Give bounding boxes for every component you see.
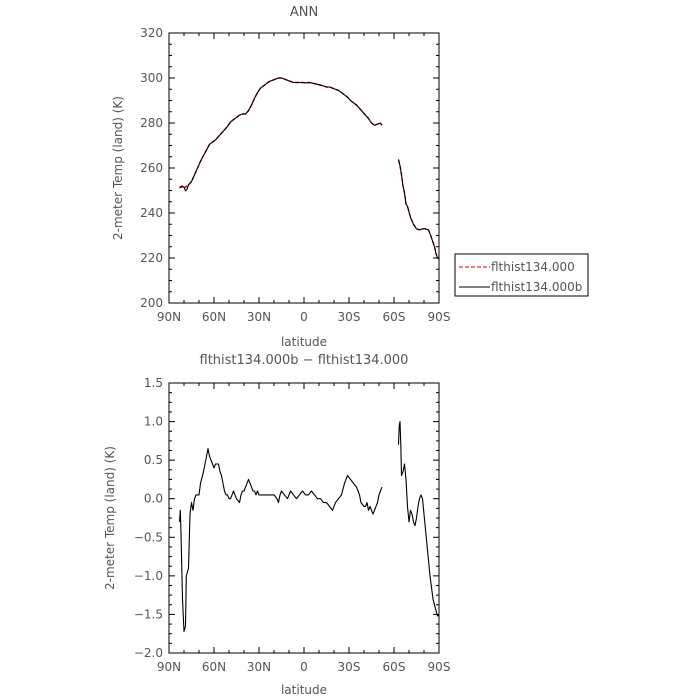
- lower-ytick-label: 0.0: [144, 492, 163, 506]
- upper-ytick-label: 240: [140, 206, 163, 220]
- upper-ytick-label: 260: [140, 161, 163, 175]
- upper-xtick-label: 30S: [338, 310, 361, 324]
- upper-series-1-line-segment-1: [179, 77, 383, 189]
- upper-xtick-label: 30N: [247, 310, 271, 324]
- lower-xtick-label: 90S: [428, 660, 451, 674]
- lower-ytick-label: 1.5: [144, 376, 163, 390]
- lower-xtick-label: 90N: [157, 660, 181, 674]
- upper-series-2-line-segment-2: [397, 159, 440, 260]
- lower-chart-series-group: [178, 421, 440, 632]
- lower-xtick-label: 0: [300, 660, 308, 674]
- lower-series-1-line-segment-1: [178, 448, 383, 632]
- upper-xtick-label: 0: [300, 310, 308, 324]
- lower-chart-frame: [168, 382, 440, 654]
- upper-ytick-label: 200: [140, 296, 163, 310]
- upper-chart-title: ANN: [290, 5, 318, 20]
- lower-chart-title: flthist134.000b − flthist134.000: [200, 353, 409, 368]
- lower-ytick-label: −0.5: [134, 530, 163, 544]
- upper-chart: ANN latitude 2-meter Temp (land) (K) 90N…: [111, 5, 589, 349]
- upper-chart-frame: [168, 32, 440, 304]
- lower-xtick-label: 60S: [383, 660, 406, 674]
- upper-xtick-label: 90S: [428, 310, 451, 324]
- upper-ytick-label: 300: [140, 71, 163, 85]
- legend-label-series-2: flthist134.000b: [491, 280, 582, 294]
- lower-series-1-line-segment-2: [397, 421, 440, 617]
- upper-ytick-label: 220: [140, 251, 163, 265]
- upper-chart-xlabel: latitude: [281, 335, 327, 349]
- lower-ytick-label: −2.0: [134, 646, 163, 660]
- upper-ytick-label: 320: [140, 26, 163, 40]
- upper-ytick-label: 280: [140, 116, 163, 130]
- lower-ytick-label: −1.5: [134, 607, 163, 621]
- upper-xtick-label: 90N: [157, 310, 181, 324]
- upper-chart-ylabel: 2-meter Temp (land) (K): [111, 96, 125, 240]
- lower-xtick-label: 30N: [247, 660, 271, 674]
- upper-chart-legend: flthist134.000 flthist134.000b: [454, 253, 589, 297]
- lower-chart-ylabel: 2-meter Temp (land) (K): [103, 446, 117, 590]
- upper-series-2-line-segment-1: [179, 77, 383, 192]
- lower-xtick-label: 60N: [202, 660, 226, 674]
- upper-xtick-label: 60N: [202, 310, 226, 324]
- lower-chart: flthist134.000b − flthist134.000 latitud…: [103, 353, 450, 697]
- lower-ytick-label: 1.0: [144, 415, 163, 429]
- lower-chart-ticks: 90N 60N 30N 0 30S 60S 90S −2.0 −1.5 −1.0 −0.5 0.0 0.…: [134, 376, 451, 674]
- upper-chart-ticks: 90N 60N 30N 0 30S 60S 90S 200 220 240 260 280 300 320: [140, 26, 450, 324]
- lower-ytick-label: −1.0: [134, 569, 163, 583]
- legend-box: [454, 253, 589, 297]
- upper-xtick-label: 60S: [383, 310, 406, 324]
- lower-chart-xlabel: latitude: [281, 683, 327, 697]
- lower-xtick-label: 30S: [338, 660, 361, 674]
- legend-label-series-1: flthist134.000: [491, 260, 575, 274]
- upper-chart-series-group: [179, 77, 440, 260]
- lower-ytick-label: 0.5: [144, 453, 163, 467]
